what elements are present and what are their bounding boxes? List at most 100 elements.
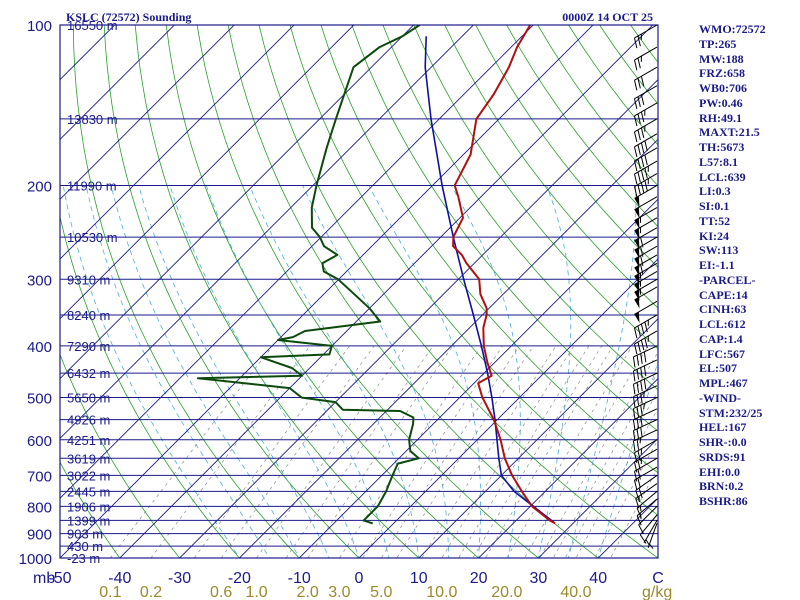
- mixing-ratio-line: [380, 345, 520, 558]
- mixing-ratio-line: [610, 466, 658, 558]
- wind-barb-feather: [632, 419, 636, 431]
- dry-adiabat: [196, 25, 540, 558]
- wind-barb-feather: [632, 356, 636, 368]
- isotherm: [60, 25, 235, 200]
- mixing-ratio-label: 2.0: [297, 584, 319, 600]
- index-value: HEL:167: [699, 420, 747, 435]
- wind-barb: [632, 408, 658, 431]
- wind-barb-feather: [640, 323, 645, 335]
- dry-adiabat: [60, 214, 240, 558]
- wind-barb: [647, 523, 658, 549]
- mixing-ratio-label: 3.0: [328, 584, 350, 600]
- pressure-label: 1000: [19, 551, 52, 568]
- wind-barb-staff: [634, 196, 658, 211]
- index-value: -PARCEL-: [699, 272, 756, 287]
- wind-barb: [634, 217, 658, 240]
- wind-barb-staff: [634, 46, 658, 61]
- wind-barb-staff: [634, 448, 658, 463]
- parcel-trace: [424, 36, 556, 525]
- wind-barb-feather: [643, 365, 647, 377]
- wind-barb-staff: [634, 66, 658, 81]
- height-label: -23 m: [67, 551, 100, 566]
- height-label: 2445 m: [67, 484, 110, 499]
- index-value: SW:113: [699, 243, 739, 258]
- wind-barb-feather: [637, 78, 641, 89]
- index-value: KI:24: [699, 228, 729, 243]
- mixing-ratio-label: 10.0: [426, 584, 457, 600]
- wind-barb: [633, 24, 658, 49]
- wind-barb: [633, 173, 658, 197]
- wind-barb-staff: [634, 254, 658, 269]
- wind-barb-staff: [634, 147, 658, 162]
- index-value: PW:0.46: [699, 95, 743, 110]
- index-value: SHR-:0.0: [699, 435, 747, 449]
- index-value: FRZ:658: [699, 66, 745, 81]
- wind-barb-feather: [640, 156, 645, 168]
- wind-barb: [633, 85, 658, 110]
- wind-barb-feather: [640, 94, 645, 106]
- wind-barb-feather: [640, 427, 643, 438]
- wind-barbs: [632, 24, 658, 549]
- index-value: L57:8.1: [699, 154, 738, 169]
- pressure-label: 300: [27, 272, 52, 289]
- wind-barb: [632, 419, 658, 442]
- wind-barb-pennant: [634, 297, 640, 309]
- index-value: WMO:72572: [699, 22, 766, 36]
- index-value: CAPE:14: [699, 287, 748, 302]
- wind-barb-feather: [635, 498, 640, 509]
- wind-barb-feather: [643, 379, 647, 390]
- wind-barb-feather: [636, 394, 640, 406]
- isotherm: [60, 25, 176, 141]
- pressure-label: 900: [27, 527, 52, 544]
- mixing-ratio-line: [575, 407, 658, 558]
- mixing-ratio-unit: g/kg: [642, 584, 672, 600]
- wind-barb-feather: [633, 173, 638, 185]
- index-value: LFC:567: [699, 346, 745, 361]
- mixing-ratio-line: [594, 438, 658, 558]
- wind-barb-feather: [633, 37, 638, 49]
- wind-barb-staff: [633, 429, 658, 442]
- dry-adiabat: [289, 25, 658, 516]
- wind-barb-feather: [644, 337, 648, 349]
- index-value: SI:0.1: [699, 199, 730, 213]
- wind-barb-feather: [633, 452, 638, 464]
- wind-barb-feather: [637, 57, 641, 69]
- dry-adiabat: [60, 353, 181, 558]
- mixing-ratio-label: 0.1: [99, 584, 121, 600]
- wind-barb-feather: [649, 543, 654, 549]
- station-title: KSLC (72572) Sounding: [66, 10, 191, 24]
- mixing-ratio-label: 5.0: [370, 584, 392, 600]
- wind-barb-staff: [634, 207, 658, 221]
- dry-adiabat: [165, 25, 480, 558]
- dry-adiabat: [413, 25, 658, 350]
- wind-barb: [632, 429, 658, 452]
- plot-border: [59, 24, 659, 559]
- wind-barb: [633, 46, 658, 71]
- wind-barb-staff: [633, 408, 658, 421]
- wind-barb: [633, 439, 658, 464]
- wind-barb: [632, 385, 658, 408]
- wind-barb: [634, 196, 658, 219]
- height-label: 16550 m: [67, 18, 118, 33]
- index-value: EL:507: [699, 361, 738, 376]
- wind-barb-staff: [634, 439, 658, 454]
- wind-barb-feather: [640, 111, 645, 123]
- wind-barb-feather: [633, 186, 638, 197]
- wind-barb: [632, 359, 658, 382]
- wind-barb-pennant: [634, 273, 640, 285]
- wind-barb-feather: [633, 327, 638, 339]
- mixing-ratio-line: [441, 345, 575, 558]
- wind-barb-feather: [640, 380, 643, 392]
- wind-barb-feather: [633, 343, 638, 355]
- wind-barb-feather: [640, 339, 645, 351]
- wind-barb-feather: [633, 80, 638, 91]
- temperature-tick-label: 20: [470, 570, 488, 587]
- wind-barb-staff: [638, 505, 658, 526]
- index-value: LCL:639: [699, 169, 746, 184]
- wind-barb-feather: [637, 460, 641, 471]
- wind-barb-feather: [640, 76, 645, 87]
- mixing-ratio-line: [338, 345, 482, 558]
- pressure-label: 700: [27, 468, 52, 485]
- dry-adiabat: [444, 25, 658, 309]
